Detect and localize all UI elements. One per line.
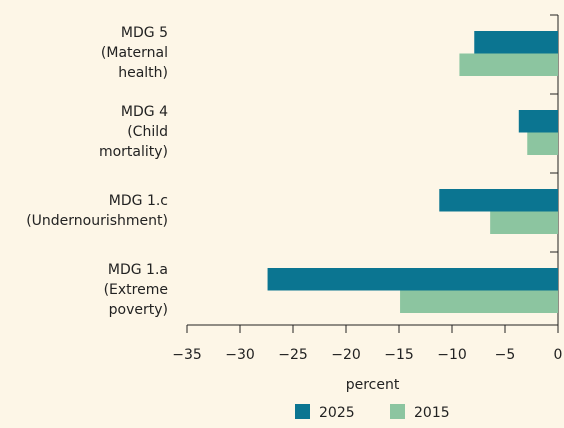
legend-swatch xyxy=(295,404,310,419)
legend-swatch xyxy=(390,404,405,419)
bar xyxy=(474,31,558,54)
bar xyxy=(439,189,558,212)
x-tick-label: −15 xyxy=(384,347,414,363)
x-axis-label: percent xyxy=(346,377,400,393)
x-tick-label: −5 xyxy=(495,347,516,363)
bar xyxy=(518,110,558,133)
x-tick-label: −35 xyxy=(172,347,202,363)
legend-label: 2025 xyxy=(319,405,355,421)
category-label: MDG 4 (Child mortality) xyxy=(98,103,168,160)
x-tick-label: −30 xyxy=(225,347,255,363)
x-tick-label: 0 xyxy=(554,347,563,363)
x-tick-label: −25 xyxy=(278,347,308,363)
x-tick-label: −10 xyxy=(437,347,467,363)
category-label: MDG 5 (Maternal health) xyxy=(100,24,168,81)
category-label: MDG 1.a (Extreme poverty) xyxy=(103,261,168,318)
x-tick-label: −20 xyxy=(331,347,361,363)
category-label: MDG 1.c (Undernourishment) xyxy=(26,192,168,229)
bar xyxy=(459,53,558,76)
bar xyxy=(490,211,558,234)
legend-label: 2015 xyxy=(414,405,450,421)
bar xyxy=(527,132,558,155)
bar xyxy=(267,268,558,291)
bar xyxy=(400,290,558,313)
